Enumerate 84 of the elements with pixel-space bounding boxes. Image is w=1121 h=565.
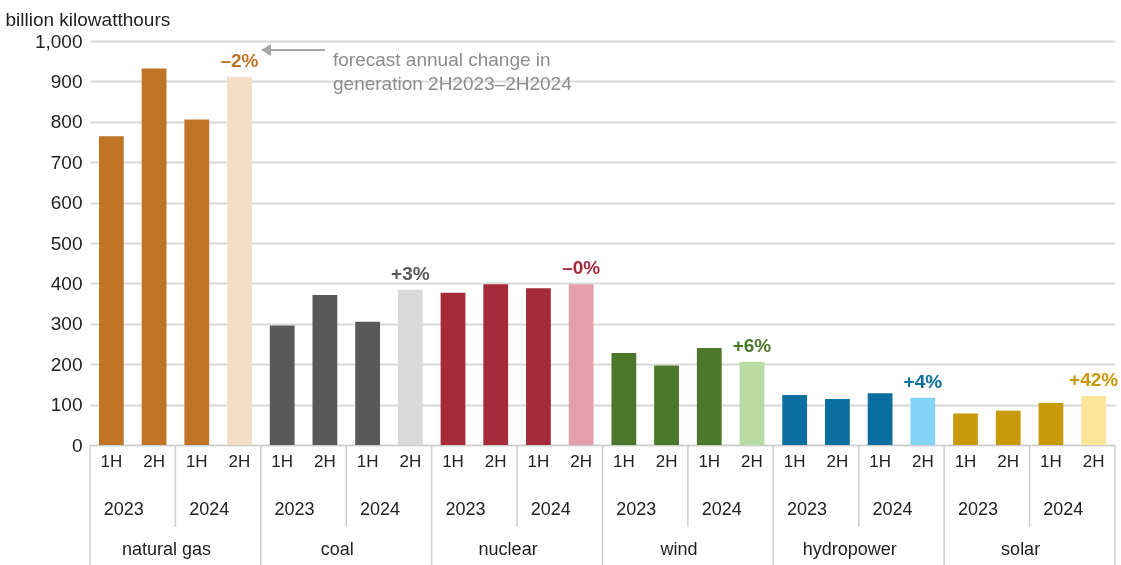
x-tick-label: 1H xyxy=(100,451,123,471)
x-tick-label: 2H xyxy=(655,451,678,471)
annotation: forecast annual change in generation 2H2023–2H2024 xyxy=(333,49,573,94)
annotation: +6% xyxy=(732,334,772,356)
bar xyxy=(995,410,1021,445)
x-tick-label: 1H xyxy=(185,451,208,471)
x-tick-label: 1H xyxy=(1040,451,1062,471)
bar xyxy=(184,119,210,445)
annotation: –2% xyxy=(220,49,259,71)
bar xyxy=(611,352,637,445)
y-axis-title: billion kilowatthours xyxy=(5,8,171,30)
text: 2023 xyxy=(103,499,144,519)
text: 2024 xyxy=(359,499,401,519)
text: wind xyxy=(659,539,698,559)
text: 2023 xyxy=(445,499,486,519)
x-tick-label: 2H xyxy=(570,451,593,471)
text: coal xyxy=(320,539,354,559)
text: 2024 xyxy=(701,499,742,519)
y-tick-label: 500 xyxy=(50,232,83,254)
text: natural gas xyxy=(121,539,211,559)
x-tick-label: 1H xyxy=(612,451,635,471)
text: 2024 xyxy=(1043,499,1084,519)
text: 2024 xyxy=(530,499,571,519)
bar xyxy=(269,325,295,445)
x-tick-label: 1H xyxy=(356,451,379,471)
bar xyxy=(141,68,167,445)
y-tick-label: 0 xyxy=(71,434,83,456)
y-tick-label: 100 xyxy=(50,394,83,416)
x-tick-label: 2H xyxy=(826,451,849,471)
y-tick-label: 1,000 xyxy=(34,30,83,52)
x-tick-label: 2H xyxy=(997,451,1020,471)
bar xyxy=(825,398,850,445)
bar xyxy=(312,295,338,445)
bar xyxy=(355,321,380,445)
x-tick-label: 2H xyxy=(484,451,507,471)
y-tick-label: 700 xyxy=(50,151,83,173)
bar xyxy=(98,136,124,445)
x-tick-label: 2H xyxy=(399,451,422,471)
x-tick-label: 2H xyxy=(741,451,763,471)
x-tick-label: 2H xyxy=(911,451,934,471)
text: 2024 xyxy=(189,499,230,519)
y-tick-label: 900 xyxy=(50,70,83,92)
x-tick-label: 1H xyxy=(783,451,806,471)
bar xyxy=(739,361,765,445)
bar xyxy=(440,292,466,445)
annotation: –0% xyxy=(562,257,601,279)
annotation: +3% xyxy=(391,262,430,284)
annotation: +4% xyxy=(903,370,943,392)
bar xyxy=(953,413,978,445)
text: hydropower xyxy=(802,539,897,559)
x-tick-label: 2H xyxy=(228,451,251,471)
y-tick-label: 300 xyxy=(50,313,83,335)
bar xyxy=(227,76,252,445)
x-tick-label: 1H xyxy=(954,451,977,471)
x-tick-label: 1H xyxy=(698,451,721,471)
annotation: +42% xyxy=(1069,369,1119,391)
bar xyxy=(654,365,679,445)
y-tick-label: 400 xyxy=(50,272,83,294)
y-tick-label: 600 xyxy=(50,192,83,214)
text: 2023 xyxy=(274,499,315,519)
text: 2023 xyxy=(787,499,828,519)
x-tick-label: 1H xyxy=(271,451,294,471)
x-tick-label: 1H xyxy=(527,451,550,471)
x-tick-label: 2H xyxy=(143,451,165,471)
y-tick-label: 200 xyxy=(50,353,83,375)
bar xyxy=(568,284,594,445)
bar xyxy=(1081,396,1107,445)
bar xyxy=(1038,402,1064,445)
x-tick-label: 1H xyxy=(869,451,891,471)
bar xyxy=(782,394,808,445)
text: solar xyxy=(1001,539,1041,559)
bar xyxy=(483,284,509,445)
x-tick-label: 2H xyxy=(1082,451,1105,471)
x-tick-label: 2H xyxy=(314,451,336,471)
text: 2023 xyxy=(616,499,657,519)
text: nuclear xyxy=(478,539,538,559)
bar xyxy=(910,397,936,445)
bar xyxy=(867,393,893,445)
text: 2023 xyxy=(957,499,998,519)
bar xyxy=(696,348,722,445)
bar xyxy=(526,288,551,445)
x-tick-label: 1H xyxy=(442,451,464,471)
text: 2024 xyxy=(872,499,913,519)
y-tick-label: 800 xyxy=(50,111,83,133)
